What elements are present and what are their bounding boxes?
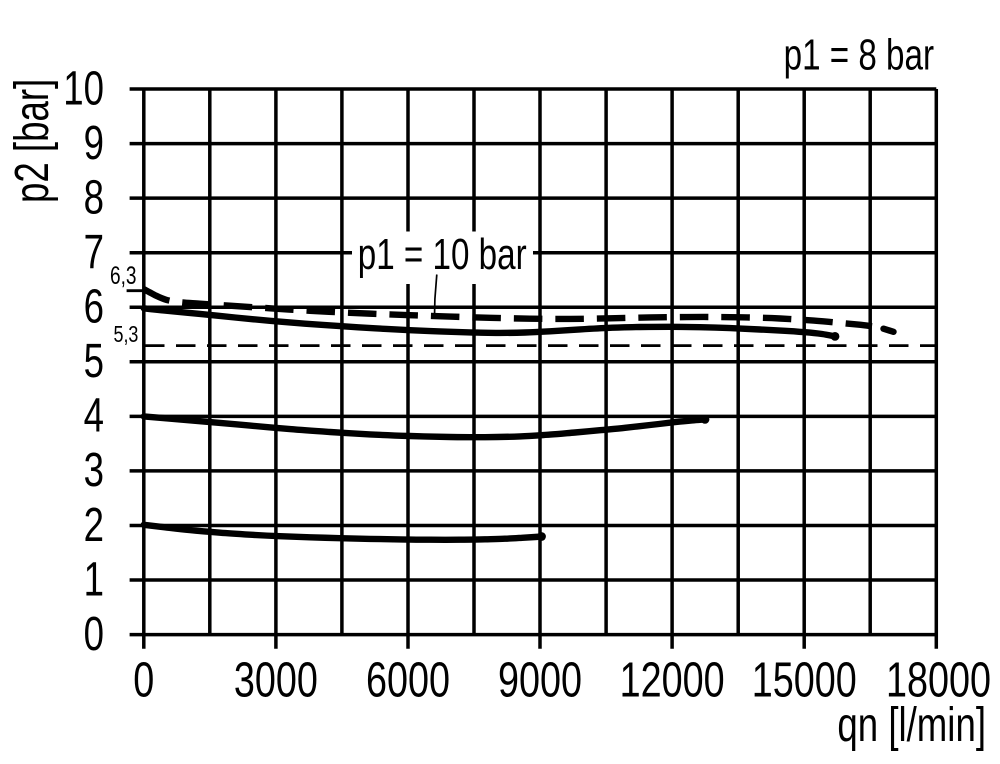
svg-text:0: 0 (133, 653, 154, 708)
svg-text:p1 = 8 bar: p1 = 8 bar (784, 31, 934, 79)
svg-text:3000: 3000 (234, 653, 318, 708)
svg-text:p1 = 10 bar: p1 = 10 bar (358, 231, 527, 279)
svg-text:6: 6 (84, 280, 104, 334)
svg-text:9000: 9000 (498, 653, 582, 708)
svg-text:5,3: 5,3 (113, 322, 138, 348)
svg-text:5: 5 (84, 334, 104, 388)
svg-text:6,3: 6,3 (110, 262, 136, 290)
svg-text:1: 1 (84, 553, 104, 607)
svg-text:2: 2 (84, 498, 104, 552)
svg-text:12000: 12000 (620, 653, 725, 708)
svg-text:0: 0 (84, 607, 104, 661)
svg-text:4: 4 (84, 389, 104, 443)
svg-text:8: 8 (84, 171, 104, 225)
svg-text:9: 9 (84, 116, 104, 170)
svg-text:6000: 6000 (366, 653, 450, 708)
svg-text:15000: 15000 (752, 653, 857, 708)
svg-text:p2 [bar]: p2 [bar] (5, 79, 59, 203)
svg-text:18000: 18000 (886, 653, 991, 708)
svg-text:7: 7 (84, 225, 104, 279)
svg-text:3: 3 (84, 443, 104, 497)
svg-text:10: 10 (63, 62, 104, 116)
svg-text:qn [l/min]: qn [l/min] (837, 698, 986, 752)
